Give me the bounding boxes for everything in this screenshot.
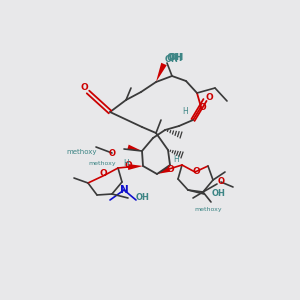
Text: O: O	[80, 83, 88, 92]
Text: H: H	[173, 154, 179, 164]
Text: methoxy: methoxy	[88, 160, 116, 166]
Text: OH: OH	[168, 53, 184, 62]
Text: O: O	[192, 167, 200, 176]
Text: O: O	[198, 103, 206, 112]
Text: O: O	[218, 178, 224, 187]
Polygon shape	[156, 63, 167, 82]
Text: N: N	[120, 185, 128, 195]
Text: methoxy: methoxy	[194, 208, 222, 212]
Text: OH: OH	[136, 194, 150, 202]
Text: O: O	[99, 169, 107, 178]
Text: OH: OH	[167, 53, 183, 63]
Polygon shape	[128, 164, 143, 170]
Text: methoxy: methoxy	[67, 149, 97, 155]
Text: O: O	[166, 166, 174, 175]
Text: H: H	[123, 158, 129, 167]
Polygon shape	[157, 166, 170, 174]
Polygon shape	[127, 145, 142, 151]
Text: O: O	[205, 92, 213, 101]
Text: H: H	[182, 107, 188, 116]
Text: O: O	[109, 148, 116, 158]
Text: OH: OH	[212, 190, 226, 199]
Text: OH: OH	[165, 56, 179, 64]
Text: O: O	[124, 161, 132, 170]
